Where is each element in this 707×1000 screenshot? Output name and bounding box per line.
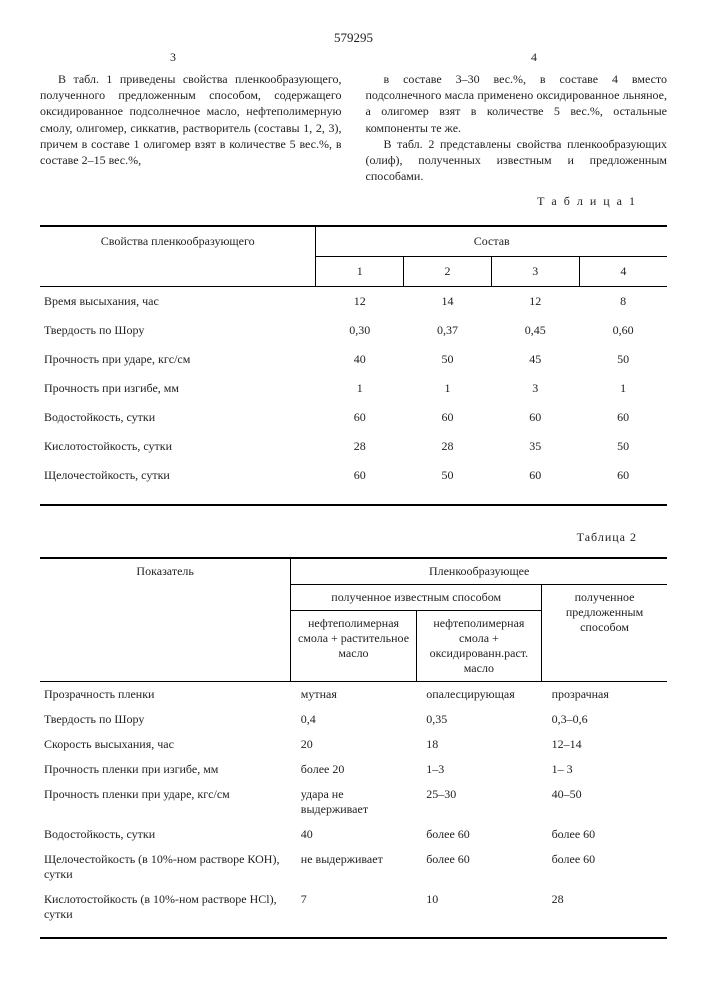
table2: Показатель Пленкообразующее полученное и…: [40, 547, 667, 939]
t2-cell: более 60: [416, 847, 541, 887]
t1-cell: 60: [316, 403, 404, 432]
t1-cell: 60: [579, 403, 667, 432]
t1-cell: 0,37: [404, 316, 492, 345]
t2-cell: 10: [416, 887, 541, 927]
t2-cell: удара не выдерживает: [291, 782, 416, 822]
t2-cell: 12–14: [542, 732, 667, 757]
t1-cell: 60: [491, 403, 579, 432]
t2-cell: прозрачная: [542, 682, 667, 708]
t2-cell: 1–3: [416, 757, 541, 782]
t1-cell: 12: [316, 287, 404, 317]
t1-head-right: Состав: [316, 226, 667, 257]
t1-cell: 28: [316, 432, 404, 461]
t2-cell: опалесцирующая: [416, 682, 541, 708]
t2-cell: 40: [291, 822, 416, 847]
t2-cell: 40–50: [542, 782, 667, 822]
t1-cell: 0,60: [579, 316, 667, 345]
t2-cell: 1– 3: [542, 757, 667, 782]
t1-cell: 0,30: [316, 316, 404, 345]
t1-cell: 12: [491, 287, 579, 317]
t1-head-left: Свойства пленкообразующего: [40, 226, 316, 287]
t2-cell: 18: [416, 732, 541, 757]
page-num-left: 3: [170, 50, 176, 65]
t1-cell: 60: [404, 403, 492, 432]
t1-col-4: 4: [579, 257, 667, 287]
t1-row-label: Прочность при изгибе, мм: [40, 374, 316, 403]
t2-row-label: Кислотостойкость (в 10%-ном растворе HCl…: [40, 887, 291, 927]
t1-cell: 1: [316, 374, 404, 403]
t1-cell: 14: [404, 287, 492, 317]
t1-cell: 0,45: [491, 316, 579, 345]
t1-cell: 28: [404, 432, 492, 461]
t1-col-3: 3: [491, 257, 579, 287]
t2-head-top: Пленкообразующее: [291, 558, 667, 585]
t1-col-2: 2: [404, 257, 492, 287]
t1-cell: 40: [316, 345, 404, 374]
t2-cell: более 20: [291, 757, 416, 782]
t1-cell: 50: [404, 345, 492, 374]
t1-cell: 60: [579, 461, 667, 490]
doc-number: 579295: [40, 30, 667, 46]
t2-row-label: Твердость по Шору: [40, 707, 291, 732]
t1-cell: 1: [579, 374, 667, 403]
t1-cell: 1: [404, 374, 492, 403]
para-right-1: в составе 3–30 вес.%, в составе 4 вместо…: [366, 71, 668, 136]
t2-cell: 0,4: [291, 707, 416, 732]
table1-label: Т а б л и ц а 1: [40, 194, 637, 209]
t2-row-label: Прочность пленки при изгибе, мм: [40, 757, 291, 782]
t2-cell: 28: [542, 887, 667, 927]
left-column: В табл. 1 приведены свойства пленкообраз…: [40, 71, 342, 184]
t1-col-1: 1: [316, 257, 404, 287]
right-column: в составе 3–30 вес.%, в составе 4 вместо…: [366, 71, 668, 184]
t1-row-label: Щелочестойкость, сутки: [40, 461, 316, 490]
t2-cell: более 60: [542, 822, 667, 847]
t2-cell: 20: [291, 732, 416, 757]
t2-cell: более 60: [416, 822, 541, 847]
t1-row-label: Время высыхания, час: [40, 287, 316, 317]
t2-row-label: Скорость высыхания, час: [40, 732, 291, 757]
t1-cell: 50: [579, 432, 667, 461]
t2-row-label: Щелочестойкость (в 10%-ном растворе КОН)…: [40, 847, 291, 887]
t1-cell: 35: [491, 432, 579, 461]
t2-head-prop: полученное предложенным способом: [542, 585, 667, 682]
t1-row-label: Прочность при ударе, кгс/см: [40, 345, 316, 374]
t2-cell: мутная: [291, 682, 416, 708]
t1-row-label: Твердость по Шору: [40, 316, 316, 345]
t1-cell: 8: [579, 287, 667, 317]
page-num-right: 4: [531, 50, 537, 65]
t2-cell: 25–30: [416, 782, 541, 822]
t1-cell: 50: [579, 345, 667, 374]
table2-label: Таблица 2: [40, 530, 637, 545]
t2-cell: 7: [291, 887, 416, 927]
table1: Свойства пленкообразующего Состав 1 2 3 …: [40, 211, 667, 506]
t2-sub2: нефтеполимерная смола + оксидированн.рас…: [416, 611, 541, 682]
t2-cell: более 60: [542, 847, 667, 887]
t1-cell: 60: [491, 461, 579, 490]
para-right-2: В табл. 2 представлены свойства пленкооб…: [366, 136, 668, 185]
t2-cell: 0,35: [416, 707, 541, 732]
t2-row-label: Прозрачность пленки: [40, 682, 291, 708]
t2-row-label: Водостойкость, сутки: [40, 822, 291, 847]
t1-cell: 50: [404, 461, 492, 490]
t2-cell: 0,3–0,6: [542, 707, 667, 732]
text-columns: В табл. 1 приведены свойства пленкообраз…: [40, 71, 667, 184]
t1-cell: 3: [491, 374, 579, 403]
t1-cell: 45: [491, 345, 579, 374]
t2-cell: не выдерживает: [291, 847, 416, 887]
t1-cell: 60: [316, 461, 404, 490]
para-left: В табл. 1 приведены свойства пленкообраз…: [40, 71, 342, 168]
t1-row-label: Кислотостойкость, сутки: [40, 432, 316, 461]
t2-head-left: Показатель: [40, 558, 291, 682]
t2-sub1: нефтеполимерная смола + растительное мас…: [291, 611, 416, 682]
t1-row-label: Водостойкость, сутки: [40, 403, 316, 432]
t2-head-known: полученное известным способом: [291, 585, 542, 611]
t2-row-label: Прочность пленки при ударе, кгс/см: [40, 782, 291, 822]
